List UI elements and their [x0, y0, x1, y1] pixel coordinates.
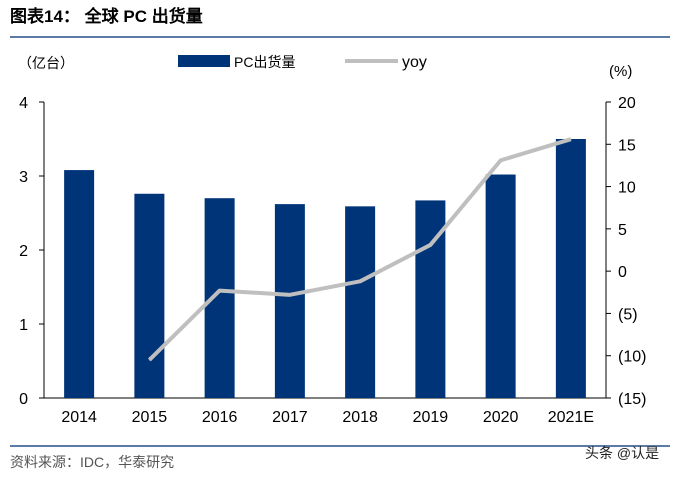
bar-2020: [485, 174, 516, 398]
bar-2017: [274, 204, 305, 398]
bar-2014: [64, 170, 95, 398]
x-tick-label: 2015: [132, 409, 168, 426]
right-tick-label: 5: [618, 222, 627, 239]
legend-bar-label: PC出货量: [234, 54, 295, 70]
x-tick-label: 2014: [61, 409, 97, 426]
left-tick-label: 0: [19, 391, 28, 408]
yoy-point-2015: [148, 359, 150, 361]
bar-2015: [134, 193, 165, 398]
right-tick-label: (15): [618, 391, 646, 408]
left-axis-unit: （亿台）: [18, 55, 74, 71]
left-tick-label: 3: [19, 169, 28, 186]
right-tick-label: 20: [618, 95, 636, 112]
bar-2021E: [555, 139, 586, 398]
chart-title: 图表14： 全球 PC 出货量: [10, 6, 203, 26]
x-tick-label: 2017: [272, 409, 308, 426]
watermark: 头条 @认是: [585, 445, 659, 461]
x-tick-label: 2016: [202, 409, 238, 426]
x-tick-label: 2018: [342, 409, 378, 426]
yoy-point-2018: [359, 280, 361, 282]
yoy-point-2019: [429, 244, 431, 246]
left-tick-label: 2: [19, 243, 28, 260]
left-tick-label: 1: [19, 317, 28, 334]
legend-line-label: yoy: [402, 54, 427, 71]
source-note: 资料来源：IDC，华泰研究: [10, 454, 174, 470]
right-tick-label: (10): [618, 349, 646, 366]
x-tick-label: 2019: [413, 409, 449, 426]
x-tick-label: 2020: [483, 409, 519, 426]
yoy-point-2016: [219, 290, 221, 292]
bar-2016: [204, 198, 235, 398]
right-tick-label: 10: [618, 180, 636, 197]
x-tick-label: 2021E: [548, 409, 594, 426]
right-tick-label: 0: [618, 264, 627, 281]
bar-2018: [345, 206, 376, 398]
left-tick-label: 4: [19, 95, 28, 112]
right-axis-unit: (%): [609, 63, 632, 80]
legend-bar-swatch: [178, 55, 230, 67]
yoy-point-2020: [500, 159, 502, 161]
right-tick-label: (5): [618, 306, 638, 323]
yoy-point-2017: [289, 294, 291, 296]
right-tick-label: 15: [618, 137, 636, 154]
yoy-point-2021E: [570, 138, 572, 140]
